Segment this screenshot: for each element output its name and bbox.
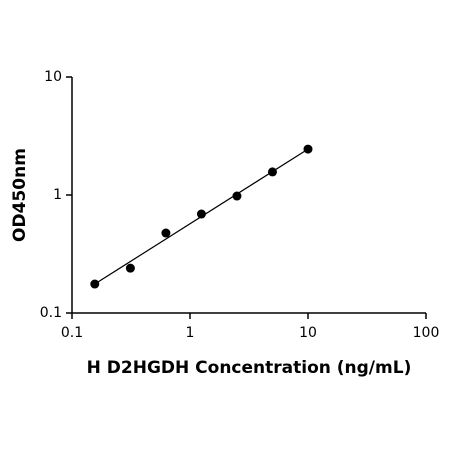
point [267,167,277,177]
point [161,228,171,238]
point [196,209,206,219]
x-tick-label: 100 [413,325,440,341]
x-tick-label: 1 [186,325,195,341]
x-axis-title: H D2HGDH Concentration (ng/mL) [87,358,412,378]
point [90,279,100,289]
y-tick-label: 10 [44,69,62,85]
y-tick-label: 1 [53,187,62,203]
x-tick-label: 0.1 [61,325,83,341]
x-tick-label: 10 [299,325,317,341]
y-tick-label: 0.1 [40,305,62,321]
y-axis-title: OD450nm [10,148,30,242]
point [232,191,242,201]
point [125,263,135,273]
point [303,144,313,154]
